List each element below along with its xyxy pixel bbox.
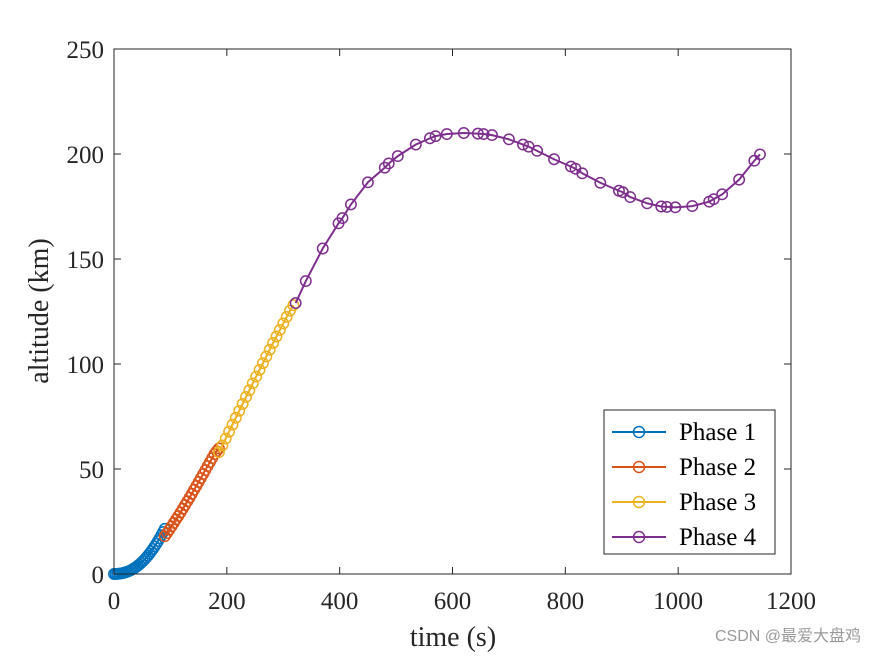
data-point — [236, 397, 249, 410]
data-point — [256, 357, 269, 370]
legend: Phase 1 Phase 2 Phase 3 Phase 4 — [603, 409, 776, 555]
data-point — [457, 127, 470, 139]
series-phase-2 — [158, 442, 225, 543]
data-point — [655, 200, 668, 213]
y-tick-label: 200 — [67, 142, 105, 169]
data-point — [716, 188, 729, 201]
data-point — [233, 404, 246, 417]
data-point — [345, 198, 357, 211]
data-point — [226, 418, 239, 431]
series-phase-4 — [289, 127, 766, 310]
y-tick-label: 0 — [92, 562, 105, 589]
data-point — [361, 176, 374, 189]
data-point — [624, 191, 637, 204]
data-point — [316, 242, 329, 255]
data-point — [423, 132, 436, 145]
data-point — [263, 343, 276, 356]
data-point — [289, 297, 302, 310]
legend-label: Phase 1 — [679, 419, 756, 446]
x-tick-label: 1200 — [766, 588, 816, 615]
data-point — [382, 157, 395, 170]
series-phase-3 — [212, 299, 300, 459]
data-point — [273, 324, 286, 336]
data-point — [486, 129, 498, 142]
data-point — [477, 128, 490, 141]
legend-marker — [632, 530, 646, 544]
x-tick-label: 400 — [321, 588, 359, 615]
data-point — [229, 411, 242, 424]
data-point — [267, 337, 280, 349]
y-tick-label: 250 — [67, 37, 105, 64]
data-point — [250, 370, 263, 383]
data-point — [243, 384, 256, 397]
data-point — [754, 148, 766, 161]
axes: 0 200 400 600 800 1000 1200 0 50 100 150 200 250 — [67, 37, 817, 615]
data-point — [216, 439, 229, 452]
x-tick-label: 600 — [434, 588, 472, 615]
data-point — [270, 330, 283, 343]
data-point — [576, 167, 589, 180]
data-point — [733, 173, 746, 186]
legend-item-phase-2: Phase 2 — [612, 454, 756, 481]
legend-item-phase-1: Phase 1 — [612, 419, 756, 446]
watermark-text: CSDN @最爱大盘鸡 — [714, 628, 861, 645]
data-point — [378, 161, 391, 174]
data-point — [287, 299, 300, 312]
legend-marker — [632, 425, 646, 439]
data-point — [440, 128, 453, 141]
legend-marker — [632, 495, 646, 509]
x-tick-label: 1000 — [653, 588, 703, 615]
legend-label: Phase 4 — [679, 524, 757, 551]
data-point — [246, 377, 259, 390]
data-point — [531, 144, 544, 157]
data-point — [212, 446, 225, 459]
legend-label: Phase 3 — [679, 489, 756, 516]
legend-box — [603, 409, 776, 555]
legend-item-phase-3: Phase 3 — [612, 489, 756, 516]
data-point — [471, 127, 484, 140]
data-point — [548, 153, 560, 166]
data-point — [594, 176, 607, 189]
data-point — [409, 138, 422, 151]
data-point — [641, 197, 654, 210]
data-point — [660, 200, 673, 213]
legend-marker — [632, 460, 646, 474]
data-point — [299, 275, 312, 287]
data-point — [240, 391, 252, 403]
legend-label: Phase 2 — [679, 454, 756, 481]
data-point — [669, 201, 682, 214]
data-point — [253, 363, 266, 376]
data-point — [223, 425, 236, 438]
data-point — [260, 350, 273, 363]
y-tick-label: 100 — [67, 352, 105, 379]
data-point — [336, 212, 349, 225]
x-axis-label: time (s) — [410, 622, 496, 653]
data-point — [219, 432, 232, 445]
data-point — [502, 133, 515, 146]
y-tick-label: 50 — [79, 457, 104, 484]
y-tick-label: 150 — [67, 247, 105, 274]
data-point — [280, 311, 293, 323]
data-point — [212, 442, 225, 455]
y-axis-label: altitude (km) — [24, 238, 55, 383]
data-point — [517, 138, 529, 151]
data-point — [391, 150, 404, 163]
x-tick-label: 800 — [547, 588, 585, 615]
legend-item-phase-4: Phase 4 — [612, 524, 757, 551]
x-tick-label: 0 — [108, 588, 121, 615]
x-tick-label: 200 — [208, 588, 246, 615]
data-point — [686, 200, 699, 213]
data-point — [277, 317, 290, 330]
data-point — [429, 130, 442, 143]
